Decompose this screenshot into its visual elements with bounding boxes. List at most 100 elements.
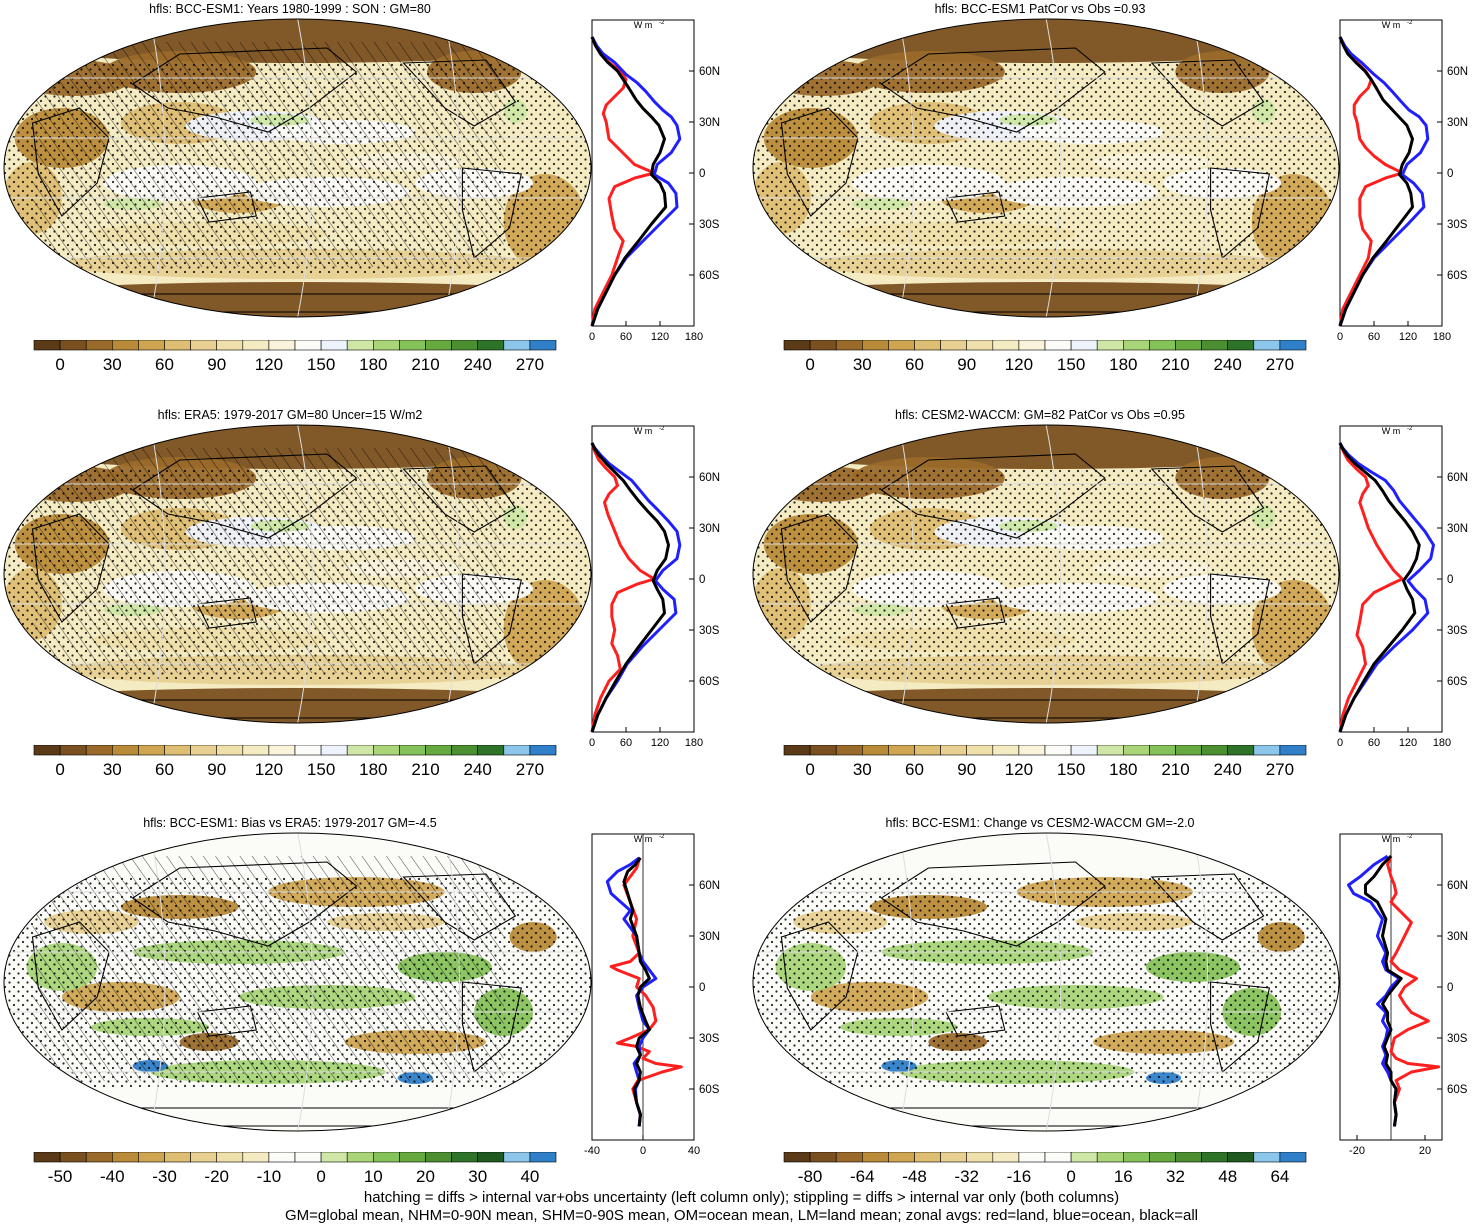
colorbar-tick-label: 10 — [364, 1167, 383, 1186]
colorbar-swatch — [1044, 1152, 1072, 1163]
colorbar-swatch — [1253, 745, 1281, 756]
colorbar-swatch — [914, 745, 941, 756]
colorbar-tick-label: 240 — [464, 355, 492, 374]
colorbar: -50-40-30-20-1001020304050 — [33, 1152, 557, 1186]
colorbar-swatch — [1227, 1152, 1255, 1163]
zonal-series-land — [1338, 442, 1404, 733]
colorbar-swatch — [1070, 340, 1098, 351]
unit-exponent: -2 — [659, 20, 665, 26]
colorbar-swatch — [1044, 340, 1072, 351]
colorbar-swatch — [451, 340, 479, 351]
colorbar-swatch — [966, 1152, 994, 1163]
colorbar-swatch — [1096, 340, 1124, 351]
colorbar-tick-label: 210 — [1161, 760, 1189, 779]
colorbar-tick-label: 64 — [1270, 1167, 1289, 1186]
map-title: hfls: BCC-ESM1: Change vs CESM2-WACCM GM… — [885, 816, 1195, 830]
zonal-series-all — [1338, 36, 1414, 327]
colorbar-tick-label: 90 — [957, 355, 976, 374]
zonal-mean-plot: W m -2 60N 30N 0 30S 60S 0 60 120 180 — [589, 19, 720, 343]
colorbar-tick-label: 0 — [805, 760, 814, 779]
colorbar-swatch — [190, 745, 218, 756]
zonal-series-land — [1386, 855, 1441, 1127]
colorbar-swatch — [1149, 745, 1176, 756]
value-tick-label: 180 — [1433, 737, 1451, 749]
colorbar-swatch — [1175, 745, 1202, 756]
colorbar-swatch — [320, 1152, 348, 1163]
colorbar-swatch — [1279, 340, 1307, 351]
unit-exponent: -2 — [1407, 426, 1413, 432]
colorbar: 0306090120150180210240270300 — [783, 340, 1307, 374]
colorbar-tick-label: 60 — [905, 355, 924, 374]
unit-label: W m — [1382, 20, 1401, 30]
lat-tick-label: 30N — [1447, 523, 1468, 535]
colorbar-tick-label: 270 — [1266, 760, 1294, 779]
colorbar-swatch — [190, 340, 218, 351]
world-map — [752, 832, 1340, 1132]
zonal-series-ocean — [590, 36, 682, 327]
colorbar-tick-label: 30 — [103, 760, 122, 779]
colorbar-tick-label: 32 — [1166, 1167, 1185, 1186]
colorbar-swatch — [783, 745, 811, 756]
zonal-series-all — [590, 442, 670, 733]
colorbar-swatch — [1044, 745, 1072, 756]
colorbar-swatch — [399, 340, 426, 351]
colorbar-tick-label: 240 — [464, 760, 492, 779]
colorbar-swatch — [1175, 340, 1202, 351]
colorbar-swatch — [190, 1152, 218, 1163]
colorbar-swatch — [268, 1152, 296, 1163]
colorbar-swatch — [1070, 745, 1098, 756]
colorbar-swatch — [372, 745, 400, 756]
colorbar-swatch — [477, 1152, 505, 1163]
colorbar-tick-label: 150 — [307, 355, 335, 374]
colorbar-swatch — [1018, 745, 1046, 756]
colorbar-swatch — [1122, 340, 1150, 351]
colorbar-swatch — [966, 745, 994, 756]
colorbar-swatch — [1018, 1152, 1046, 1163]
value-tick-label: 20 — [1419, 1145, 1431, 1157]
colorbar-tick-label: 240 — [1214, 760, 1242, 779]
colorbar-swatch — [888, 340, 915, 351]
colorbar-swatch — [294, 745, 322, 756]
unit-label: W m — [1382, 426, 1401, 436]
zonal-mean-plot: W m -2 60N 30N 0 30S 60S 0 60 120 180 — [1337, 425, 1468, 749]
colorbar-tick-label: -32 — [954, 1167, 979, 1186]
colorbar-tick-label: 120 — [1005, 355, 1033, 374]
colorbar-tick-label: 0 — [805, 355, 814, 374]
colorbar-tick-label: 180 — [359, 760, 387, 779]
value-tick-label: 0 — [1337, 331, 1343, 343]
colorbar-swatch — [835, 1152, 863, 1163]
colorbar-swatch — [809, 1152, 837, 1163]
colorbar: 0306090120150180210240270300 — [33, 745, 557, 779]
colorbar-swatch — [1279, 1152, 1307, 1163]
colorbar-swatch — [914, 1152, 941, 1163]
lat-tick-label: 60S — [1447, 1084, 1468, 1096]
colorbar-swatch — [940, 340, 968, 351]
unit-label: W m — [634, 20, 653, 30]
colorbar-tick-label: 90 — [207, 760, 226, 779]
footer-note-1: hatching = diffs > internal var+obs unce… — [363, 1189, 1120, 1206]
colorbar-swatch — [1253, 1152, 1281, 1163]
map-title: hfls: ERA5: 1979-2017 GM=80 Uncer=15 W/m… — [157, 408, 423, 422]
colorbar-swatch — [85, 340, 113, 351]
lat-tick-label: 60S — [699, 1084, 720, 1096]
colorbar-swatch — [966, 340, 994, 351]
lat-tick-label: 60N — [699, 66, 720, 78]
zonal-series-all — [590, 36, 668, 327]
colorbar-swatch — [1070, 1152, 1098, 1163]
value-tick-label: 180 — [685, 737, 703, 749]
colorbar-swatch — [503, 340, 531, 351]
colorbar-swatch — [835, 340, 863, 351]
colorbar-swatch — [59, 1152, 87, 1163]
colorbar-tick-label: 150 — [1057, 355, 1085, 374]
lat-tick-label: 60S — [699, 676, 720, 688]
zonal-series-ocean — [1347, 854, 1401, 1127]
colorbar-tick-label: 180 — [1109, 760, 1137, 779]
colorbar-swatch — [164, 1152, 191, 1163]
zonal-series-ocean — [605, 856, 658, 1127]
colorbar-swatch — [1018, 340, 1046, 351]
value-tick-label: 0 — [589, 737, 595, 749]
value-tick-label: 60 — [1368, 737, 1380, 749]
lat-tick-label: 30N — [1447, 931, 1468, 943]
colorbar-tick-label: 180 — [359, 355, 387, 374]
